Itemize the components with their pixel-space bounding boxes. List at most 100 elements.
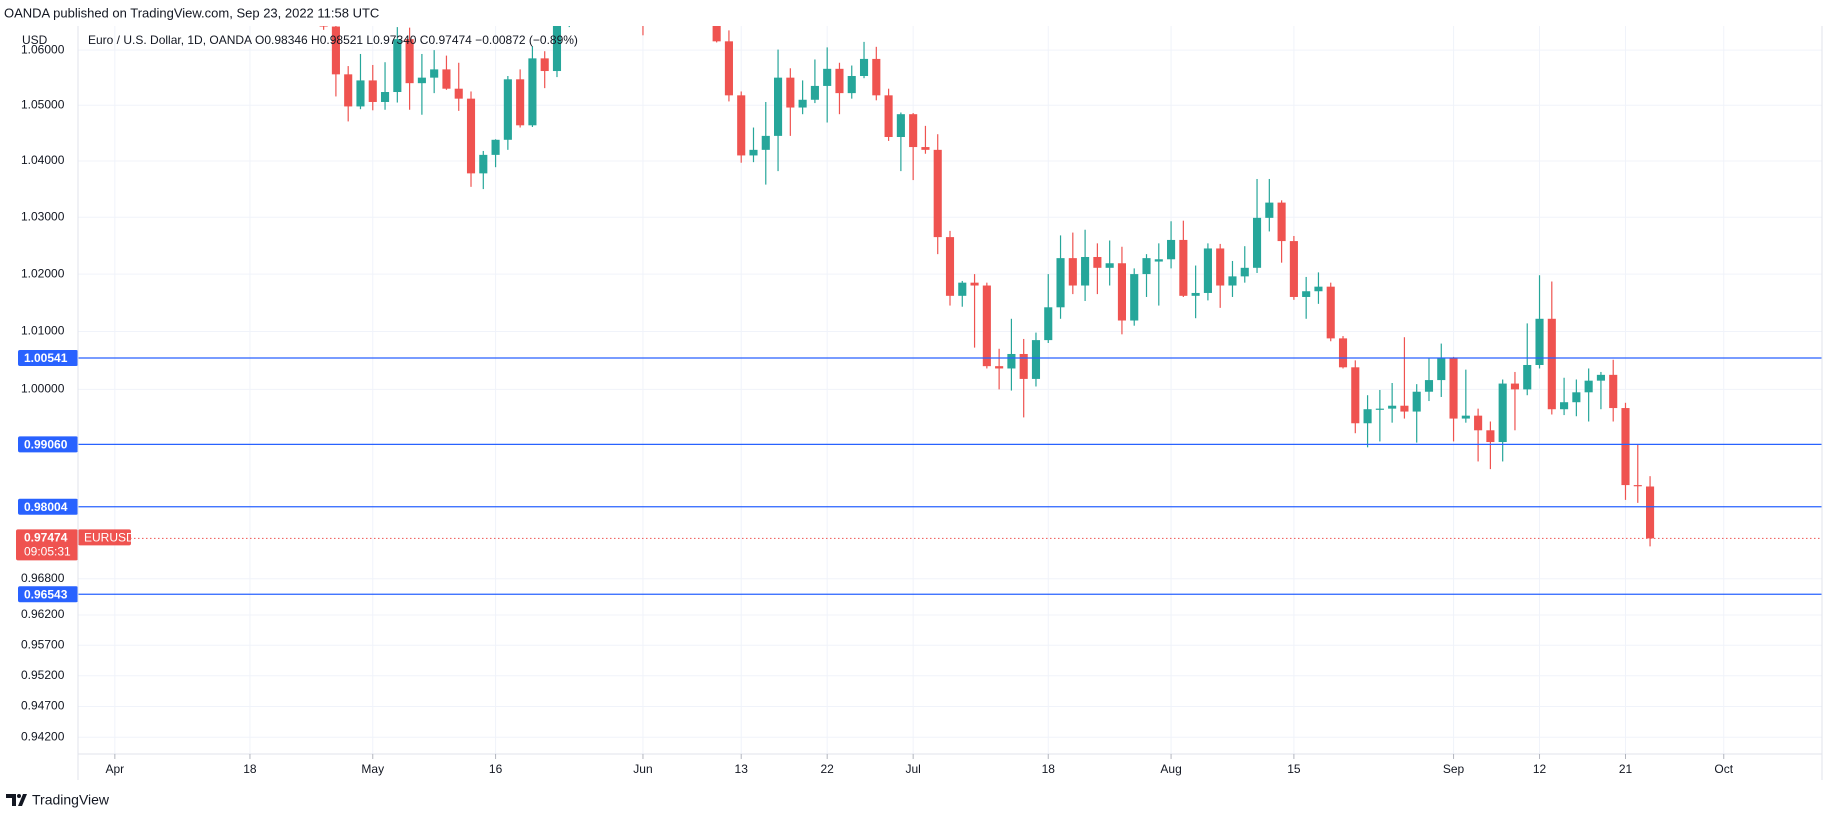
candle-body (1154, 259, 1163, 262)
candle-body (540, 58, 549, 72)
candle-body (1338, 338, 1348, 368)
candle-body (442, 69, 451, 89)
brand: TradingView (32, 792, 110, 808)
level-label-box (18, 349, 78, 366)
candle-body (565, 0, 573, 1)
candle-body (1031, 340, 1041, 379)
candle-body (1560, 402, 1569, 410)
last-price-label: 0.97474 (24, 531, 68, 545)
candle-body (1167, 239, 1176, 260)
candle-body (921, 147, 930, 150)
candle-body (1388, 405, 1397, 409)
y-tick-label: 0.95700 (21, 637, 65, 651)
candle-body (393, 39, 402, 93)
x-tick-label: Jun (633, 762, 652, 776)
y-tick-label: 0.96800 (21, 571, 65, 585)
candle-body (1044, 307, 1053, 341)
candle-body (847, 75, 856, 94)
y-tick-label: 1.03000 (21, 209, 65, 223)
candle-body (1105, 263, 1114, 268)
candle-body (1265, 202, 1274, 218)
x-tick-label: 15 (1287, 762, 1301, 776)
candle-body (454, 88, 463, 99)
y-tick-label: 1.05000 (21, 97, 65, 111)
candle-body (1130, 274, 1139, 321)
candles (319, 0, 1655, 547)
symbol-tag: EURUSD (84, 531, 135, 545)
candle-body (1228, 276, 1237, 286)
x-tick-label: Jul (905, 762, 920, 776)
candle-body (1400, 405, 1409, 412)
level-label-box (18, 498, 78, 515)
candle-body (896, 114, 905, 138)
candle-body (1412, 391, 1421, 412)
candle-body (1547, 318, 1556, 410)
candle-body (479, 154, 488, 174)
candle-body (1609, 374, 1618, 409)
candle-body (1314, 286, 1323, 292)
candle-body (1007, 353, 1016, 369)
candle-body (651, 0, 659, 23)
candle-body (380, 92, 390, 102)
candle-body (430, 69, 439, 78)
candle-body (786, 77, 795, 108)
candle-body (1498, 383, 1507, 443)
candle-body (1326, 286, 1335, 339)
candle-body (1633, 485, 1642, 487)
candle-body (724, 41, 733, 96)
candle-body (1216, 248, 1225, 286)
x-tick-label: May (361, 762, 384, 776)
tradingview-logo (6, 794, 27, 806)
x-tick-label: 13 (735, 762, 749, 776)
candle-body (1240, 267, 1249, 277)
candle-body (1535, 318, 1544, 365)
level-label-box (18, 586, 78, 603)
candle-body (319, 26, 328, 27)
candle-body (1117, 263, 1126, 321)
candle-body (491, 139, 500, 155)
x-tick-label: 18 (243, 762, 257, 776)
candle-body (356, 80, 365, 107)
candle-body (712, 26, 721, 42)
candle-body (528, 58, 537, 126)
candle-body (1596, 374, 1605, 381)
overlay: 1.00541 0.99060 0.98004 0.96543 0.9747409:05… (16, 349, 1822, 603)
candle-body (884, 95, 893, 138)
candle-body (417, 77, 426, 84)
candle-body (1375, 408, 1384, 410)
candle-body (1302, 291, 1311, 297)
candle-body (933, 149, 942, 238)
countdown: 09:05:31 (24, 545, 71, 559)
candle-body (1019, 353, 1028, 379)
x-tick-label: 18 (1042, 762, 1056, 776)
candle-body (872, 58, 881, 96)
y-tick-label: 1.06000 (21, 42, 65, 56)
candle-body (1363, 409, 1372, 424)
last-price-box (16, 529, 78, 561)
x-tick-label: Aug (1160, 762, 1181, 776)
candle-body (1068, 258, 1077, 286)
candle-body (1191, 292, 1200, 296)
y-tick-label: 0.94200 (21, 729, 65, 743)
candle-body (1572, 392, 1581, 403)
candle-body (344, 74, 353, 107)
level-label: 0.98004 (24, 500, 68, 514)
ohlc-legend: O0.98346 H0.98521 L0.97340 C0.97474 −0.0… (255, 33, 578, 47)
candle-body (1437, 358, 1446, 381)
candle-body (331, 26, 340, 75)
candle-body (466, 98, 476, 174)
candle-body (1081, 256, 1090, 286)
candle-body (1289, 241, 1298, 297)
candle-body (1252, 217, 1262, 268)
candle-body (1461, 415, 1470, 419)
candle-body (590, 0, 598, 9)
candle-body (749, 149, 758, 156)
candle-body (368, 80, 377, 102)
candle-body (1584, 380, 1593, 393)
y-tick-label: 1.00000 (21, 382, 65, 396)
candle-body (1449, 358, 1458, 419)
candle-body (958, 282, 967, 296)
candle-body (1510, 383, 1520, 390)
candle-body (639, 0, 647, 23)
